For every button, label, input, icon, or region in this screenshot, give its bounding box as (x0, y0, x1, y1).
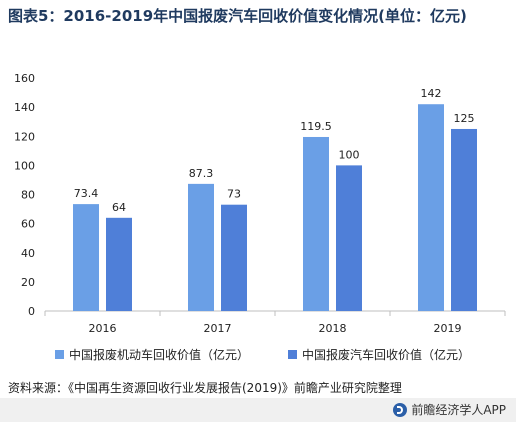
brand: 前瞻经济学人APP (393, 401, 506, 418)
y-tick-label: 40 (21, 247, 35, 260)
data-label: 119.5 (300, 120, 332, 133)
legend-label-series-2: 中国报废汽车回收价值（亿元） (302, 348, 471, 362)
source-note: 资料来源：《中国再生资源回收行业发展报告(2019)》前瞻产业研究院整理 (8, 381, 402, 395)
data-label: 73 (227, 188, 241, 201)
chart-title: 图表5：2016-2019年中国报废汽车回收价值变化情况(单位：亿元) (8, 7, 467, 25)
brand-logo-icon (393, 402, 408, 417)
bar-series-2 (221, 204, 247, 311)
footer-bar: 前瞻经济学人APP (0, 398, 516, 422)
bar-chart: 0 20 40 60 80 100 120 140 160 2016 73.4 64 2017 87.3 7… (14, 72, 506, 335)
y-tick-label: 140 (14, 101, 35, 114)
data-label: 142 (421, 87, 442, 100)
bar-series-1 (73, 204, 99, 311)
bar-series-2 (336, 165, 362, 311)
brand-name: 前瞻经济学人APP (411, 403, 506, 417)
bar-series-1 (418, 104, 444, 312)
bar-series-1 (188, 183, 214, 311)
legend-item-series-2: 中国报废汽车回收价值（亿元） (288, 346, 470, 363)
y-tick-label: 80 (21, 189, 35, 202)
data-label: 125 (454, 112, 475, 125)
data-label: 64 (112, 201, 126, 214)
data-label: 73.4 (74, 187, 99, 200)
y-tick-label: 120 (14, 130, 35, 143)
x-tick-label: 2018 (319, 322, 347, 335)
legend-swatch-series-1 (55, 350, 64, 359)
y-tick-label: 100 (14, 159, 35, 172)
legend: 中国报废机动车回收价值（亿元） 中国报废汽车回收价值（亿元） (0, 346, 516, 366)
bar-series-1 (303, 136, 329, 311)
legend-label-series-1: 中国报废机动车回收价值（亿元） (69, 348, 250, 362)
legend-item-series-1: 中国报废机动车回收价值（亿元） (55, 346, 249, 363)
legend-swatch-series-2 (288, 350, 297, 359)
bar-series-2 (451, 128, 477, 311)
y-tick-label: 60 (21, 218, 35, 231)
data-label: 100 (339, 148, 360, 161)
y-tick-label: 20 (21, 276, 35, 289)
x-tick-label: 2019 (434, 322, 462, 335)
data-label: 87.3 (189, 167, 214, 180)
y-tick-label: 160 (14, 72, 35, 85)
y-tick-label: 0 (28, 305, 35, 318)
x-tick-label: 2017 (204, 322, 232, 335)
x-tick-label: 2016 (89, 322, 117, 335)
bar-series-2 (106, 217, 132, 311)
